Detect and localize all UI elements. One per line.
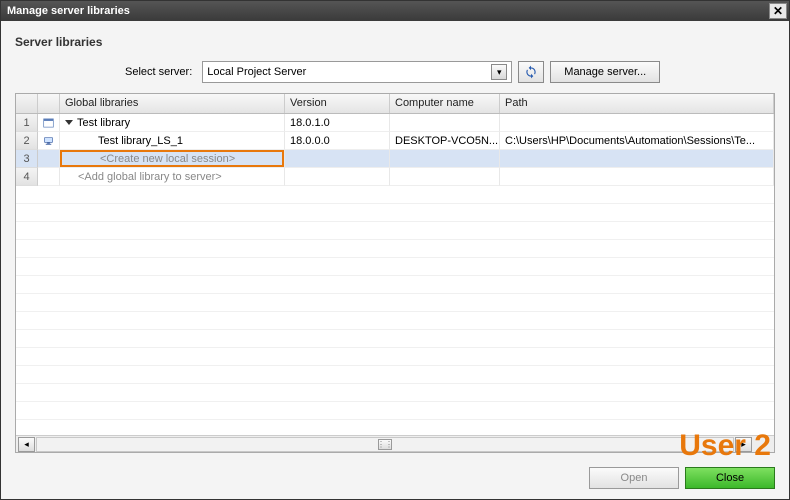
row-icon-empty [38,168,60,186]
annotation-label: User 2 [679,429,771,463]
version-cell [285,150,390,168]
select-server-label: Select server: [125,66,192,78]
computer-cell [390,168,500,186]
col-header-computer[interactable]: Computer name [390,94,500,113]
window-title: Manage server libraries [7,5,130,17]
lib-name: Test library [77,117,130,129]
col-header-lib[interactable]: Global libraries [60,94,285,113]
table-row[interactable]: 4 <Add global library to server> [16,168,774,186]
computer-cell [390,114,500,132]
library-icon [38,114,60,132]
scroll-track[interactable]: ⋮⋮ [36,437,734,452]
server-select-row: Select server: Local Project Server ▾ Ma… [15,61,775,83]
table-row[interactable]: 2 Test library_LS_1 18.0.0.0 DESKTOP-VCO… [16,132,774,150]
col-header-rownum [16,94,38,113]
path-cell [500,168,774,186]
version-cell: 18.0.0.0 [285,132,390,150]
create-session-action[interactable]: <Create new local session> [60,150,284,167]
content-area: Server libraries Select server: Local Pr… [1,21,789,459]
open-button: Open [589,467,679,489]
lib-name-cell: Test library_LS_1 [60,132,285,150]
close-button[interactable]: Close [685,467,775,489]
table-row[interactable]: 1 Test library 18.0.1.0 [16,114,774,132]
section-title: Server libraries [15,35,775,49]
titlebar: Manage server libraries ✕ [1,1,789,21]
path-cell [500,150,774,168]
dialog-window: Manage server libraries ✕ Server librari… [0,0,790,500]
col-header-icon [38,94,60,113]
libraries-grid: Global libraries Version Computer name P… [15,93,775,453]
lib-name-cell: <Create new local session> [60,150,285,168]
computer-cell [390,150,500,168]
lib-name-cell: Test library [60,114,285,132]
create-session-label: <Create new local session> [100,153,235,165]
add-library-action[interactable]: <Add global library to server> [60,168,285,186]
table-row-selected[interactable]: 3 <Create new local session> [16,150,774,168]
scroll-left-icon[interactable]: ◂ [18,437,35,452]
row-number: 4 [16,168,38,186]
path-cell [500,114,774,132]
session-icon [38,132,60,150]
horizontal-scrollbar[interactable]: ◂ ⋮⋮ ▸ [16,435,774,452]
manage-server-button[interactable]: Manage server... [550,61,660,83]
refresh-icon [524,65,538,79]
server-dropdown[interactable]: Local Project Server ▾ [202,61,512,83]
computer-cell: DESKTOP-VCO5N... [390,132,500,150]
refresh-button[interactable] [518,61,544,83]
version-cell [285,168,390,186]
scroll-thumb[interactable]: ⋮⋮ [378,439,392,450]
row-number: 3 [16,150,38,168]
server-dropdown-value: Local Project Server [207,66,306,78]
grid-header: Global libraries Version Computer name P… [16,94,774,114]
grid-rows: 1 Test library 18.0.1.0 2 [16,114,774,435]
dialog-footer: User 2 Open Close [1,459,789,499]
row-icon-empty [38,150,60,168]
row-number: 2 [16,132,38,150]
tree-caret-icon[interactable] [65,120,73,125]
grid-body: 1 Test library 18.0.1.0 2 [16,114,774,435]
version-cell: 18.0.1.0 [285,114,390,132]
close-icon[interactable]: ✕ [769,3,787,19]
path-cell: C:\Users\HP\Documents\Automation\Session… [500,132,774,150]
col-header-version[interactable]: Version [285,94,390,113]
col-header-path[interactable]: Path [500,94,774,113]
chevron-down-icon[interactable]: ▾ [491,64,507,80]
row-number: 1 [16,114,38,132]
